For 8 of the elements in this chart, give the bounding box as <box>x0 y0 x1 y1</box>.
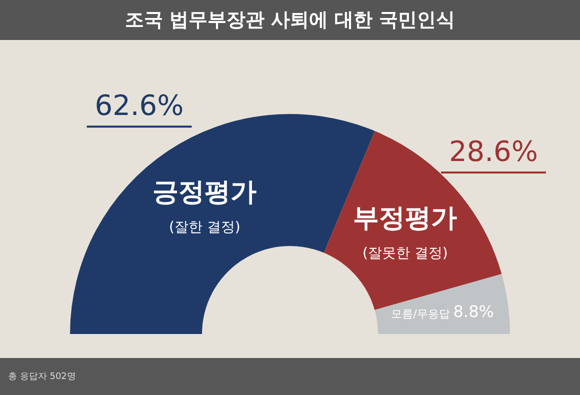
text: 총 응답자 502명 <box>0 358 580 395</box>
slice-label: 긍정평가 (잘한 결정) <box>152 178 257 236</box>
data-label: 8.8% <box>453 302 494 321</box>
slice-label: 모름/무응답 <box>391 308 450 321</box>
chart-title: 조국 법무부장관 사퇴에 대한 국민인식 <box>0 0 580 40</box>
data-label: 62.6% <box>94 88 184 122</box>
slice-label: 부정평가 (잘못한 결정) <box>353 204 458 262</box>
data-label: 28.6% <box>448 134 538 168</box>
